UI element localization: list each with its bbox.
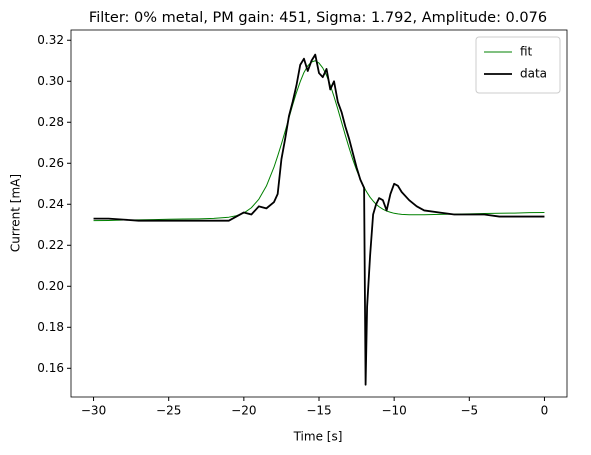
chart-title: Filter: 0% metal, PM gain: 451, Sigma: 1… [89,10,547,26]
x-tick-label: −15 [306,404,331,418]
x-tick-label: −5 [460,404,478,418]
y-tick-label: 0.24 [37,197,64,211]
y-tick-label: 0.16 [37,361,64,375]
y-tick-label: 0.26 [37,156,64,170]
y-tick-label: 0.18 [37,320,64,334]
y-tick-label: 0.30 [37,74,64,88]
x-tick-label: −25 [156,404,181,418]
legend-label: fit [520,45,533,59]
legend-label: data [520,67,547,81]
x-tick-label: −10 [381,404,406,418]
x-tick-label: 0 [541,404,549,418]
x-axis-label: Time [s] [293,430,343,444]
y-tick-label: 0.22 [37,238,64,252]
x-tick-label: −30 [81,404,106,418]
legend-box [475,36,561,94]
data-line [93,53,545,386]
y-tick-label: 0.28 [37,115,64,129]
y-tick-label: 0.32 [37,33,64,47]
y-tick-label: 0.20 [37,279,64,293]
y-axis-label: Current [mA] [9,174,23,252]
plot-frame [70,29,568,398]
x-tick-label: −20 [231,404,256,418]
